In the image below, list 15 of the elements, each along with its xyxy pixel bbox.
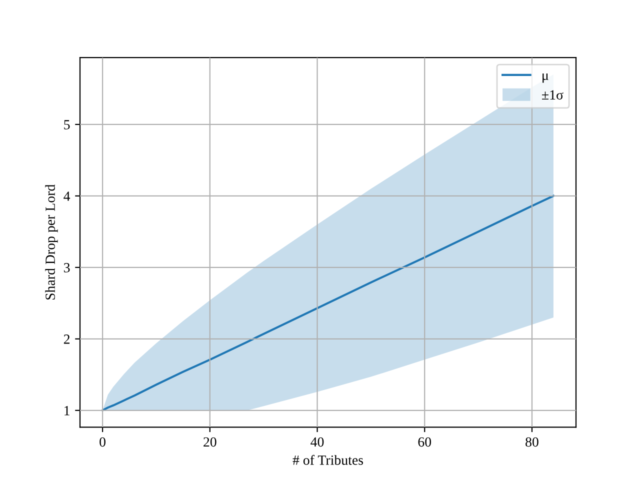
y-axis-title: Shard Drop per Lord [45, 184, 58, 300]
y-tick-label: 1 [64, 406, 70, 416]
x-tick-label: 20 [204, 437, 216, 447]
x-tick-label: 40 [310, 437, 324, 447]
x-axis-title: # of Tributes [292, 454, 364, 465]
y-tick-label: 5 [64, 120, 70, 130]
y-tick-label: 2 [64, 334, 70, 344]
line-series [102, 194, 554, 412]
x-tick-label: 60 [418, 437, 432, 447]
y-tick-label: 4 [64, 192, 70, 201]
y-tick-label: 3 [64, 263, 70, 272]
legend-label: μ [542, 73, 548, 83]
annotation: ±1σ [542, 90, 564, 100]
x-tick-label: 80 [526, 437, 538, 447]
x-tick-label: 0 [100, 437, 106, 447]
